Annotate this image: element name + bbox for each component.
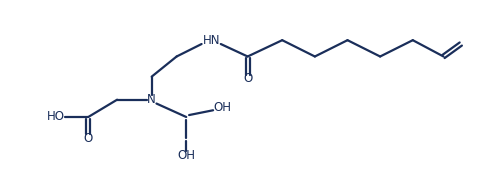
- Text: O: O: [84, 132, 93, 145]
- Text: OH: OH: [177, 149, 195, 162]
- Text: HO: HO: [46, 110, 65, 123]
- Text: HN: HN: [203, 34, 220, 47]
- Text: OH: OH: [214, 101, 232, 114]
- Text: N: N: [147, 93, 156, 106]
- Text: O: O: [243, 72, 252, 85]
